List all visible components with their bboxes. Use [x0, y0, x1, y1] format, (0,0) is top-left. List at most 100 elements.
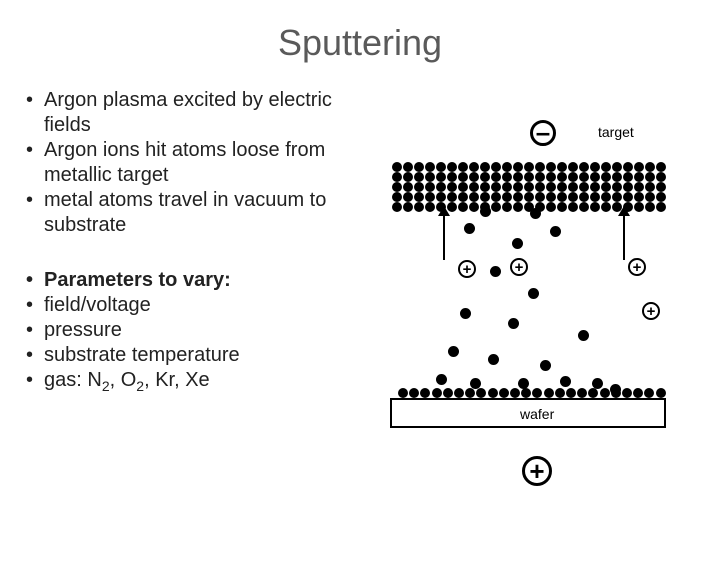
sputtered-atom-dot — [460, 308, 471, 319]
bullet-item: Argon plasma excited by electric fields — [26, 88, 360, 138]
target-atom-dot — [590, 202, 600, 212]
target-atom-dot — [403, 192, 413, 202]
wafer-label: wafer — [520, 406, 554, 422]
target-atom-dot — [579, 172, 589, 182]
sputtered-atom-dot — [578, 330, 589, 341]
bullet-item: Argon ions hit atoms loose from metallic… — [26, 138, 360, 188]
target-atom-dot — [557, 192, 567, 202]
target-atom-dot — [436, 192, 446, 202]
target-atom-dot — [568, 182, 578, 192]
bullet-item: pressure — [26, 318, 360, 343]
target-atom-dot — [623, 192, 633, 202]
bullet-list-b: Parameters to vary:field/voltagepressure… — [26, 268, 360, 396]
target-atom-dot — [513, 172, 523, 182]
target-atom-dot — [458, 192, 468, 202]
target-atom-dot — [524, 182, 534, 192]
target-atom-dot — [480, 172, 490, 182]
sputtered-atom-dot — [464, 223, 475, 234]
target-atom-dot — [645, 192, 655, 202]
deposited-atom-dot — [600, 388, 610, 398]
target-atom-dot — [546, 172, 556, 182]
target-label: target — [598, 124, 634, 140]
target-atom-dot — [601, 172, 611, 182]
target-atom-dot — [579, 182, 589, 192]
target-atom-dot — [502, 172, 512, 182]
target-atom-dot — [414, 172, 424, 182]
target-atom-dot — [579, 162, 589, 172]
bullet-item: Parameters to vary: — [26, 268, 360, 293]
target-atom-dot — [491, 172, 501, 182]
slide-title: Sputtering — [0, 22, 720, 64]
target-atom-dot — [392, 172, 402, 182]
target-atom-dot — [414, 192, 424, 202]
target-atom-dot — [601, 182, 611, 192]
target-atom-dot — [491, 162, 501, 172]
target-atom-dot — [590, 162, 600, 172]
sputtered-atom-dot — [488, 354, 499, 365]
cathode-minus-icon: – — [530, 120, 556, 146]
deposited-atom-dot — [465, 388, 475, 398]
deposited-atom-dot — [510, 388, 520, 398]
target-atom-dot — [590, 172, 600, 182]
target-atom-dot — [491, 202, 501, 212]
target-atom-dot — [403, 172, 413, 182]
target-atom-dot — [513, 202, 523, 212]
target-atom-dot — [645, 202, 655, 212]
target-atom-dot — [557, 202, 567, 212]
sputtered-atom-dot — [448, 346, 459, 357]
target-atom-dot — [469, 182, 479, 192]
deposited-atom-dot — [644, 388, 654, 398]
target-atom-dot — [656, 192, 666, 202]
target-atom-dot — [656, 162, 666, 172]
deposited-atom-dot — [432, 388, 442, 398]
deposited-atom-dot — [577, 388, 587, 398]
target-atom-dot — [557, 182, 567, 192]
deposited-atom-dot — [555, 388, 565, 398]
target-atom-dot — [403, 162, 413, 172]
ion-arrow-icon — [614, 206, 634, 262]
deposited-atom-dot — [398, 388, 408, 398]
deposited-atom-dot — [476, 388, 486, 398]
target-atom-dot — [392, 182, 402, 192]
target-atom-dot — [568, 202, 578, 212]
target-atom-dot — [590, 192, 600, 202]
target-atom-dot — [469, 162, 479, 172]
target-atom-dot — [557, 172, 567, 182]
target-atom-dot — [601, 202, 611, 212]
target-atom-dot — [623, 182, 633, 192]
target-atom-dot — [513, 182, 523, 192]
target-atom-dot — [436, 162, 446, 172]
deposited-atom-dot — [622, 388, 632, 398]
target-atom-dot — [425, 182, 435, 192]
target-atom-dot — [623, 162, 633, 172]
target-atom-dot — [568, 172, 578, 182]
sputtered-atom-dot — [540, 360, 551, 371]
target-atom-dot — [403, 202, 413, 212]
target-atom-dot — [458, 172, 468, 182]
target-atom-dot — [634, 202, 644, 212]
target-atom-dot — [491, 192, 501, 202]
bullet-list-a: Argon plasma excited by electric fieldsA… — [26, 88, 360, 238]
target-atom-dot — [557, 162, 567, 172]
sputtered-atom-dot — [436, 374, 447, 385]
target-atom-dot — [535, 172, 545, 182]
target-atom-dot — [634, 182, 644, 192]
target-atom-dot — [458, 162, 468, 172]
target-atom-dot — [414, 182, 424, 192]
target-atom-dot — [612, 192, 622, 202]
deposited-atom-dot — [499, 388, 509, 398]
target-atom-dot — [392, 202, 402, 212]
target-atom-dot — [645, 172, 655, 182]
ion-arrow-icon — [434, 206, 454, 262]
target-atom-dot — [612, 172, 622, 182]
target-atom-dot — [491, 182, 501, 192]
deposited-atom-dot — [420, 388, 430, 398]
target-atom-dot — [469, 202, 479, 212]
target-atom-dot — [458, 202, 468, 212]
bullet-item: gas: N2, O2, Kr, Xe — [26, 368, 360, 396]
deposited-atom-dot — [633, 388, 643, 398]
target-atom-dot — [645, 182, 655, 192]
deposited-atom-dot — [544, 388, 554, 398]
argon-ion-icon: + — [458, 260, 476, 278]
target-atom-dot — [447, 162, 457, 172]
